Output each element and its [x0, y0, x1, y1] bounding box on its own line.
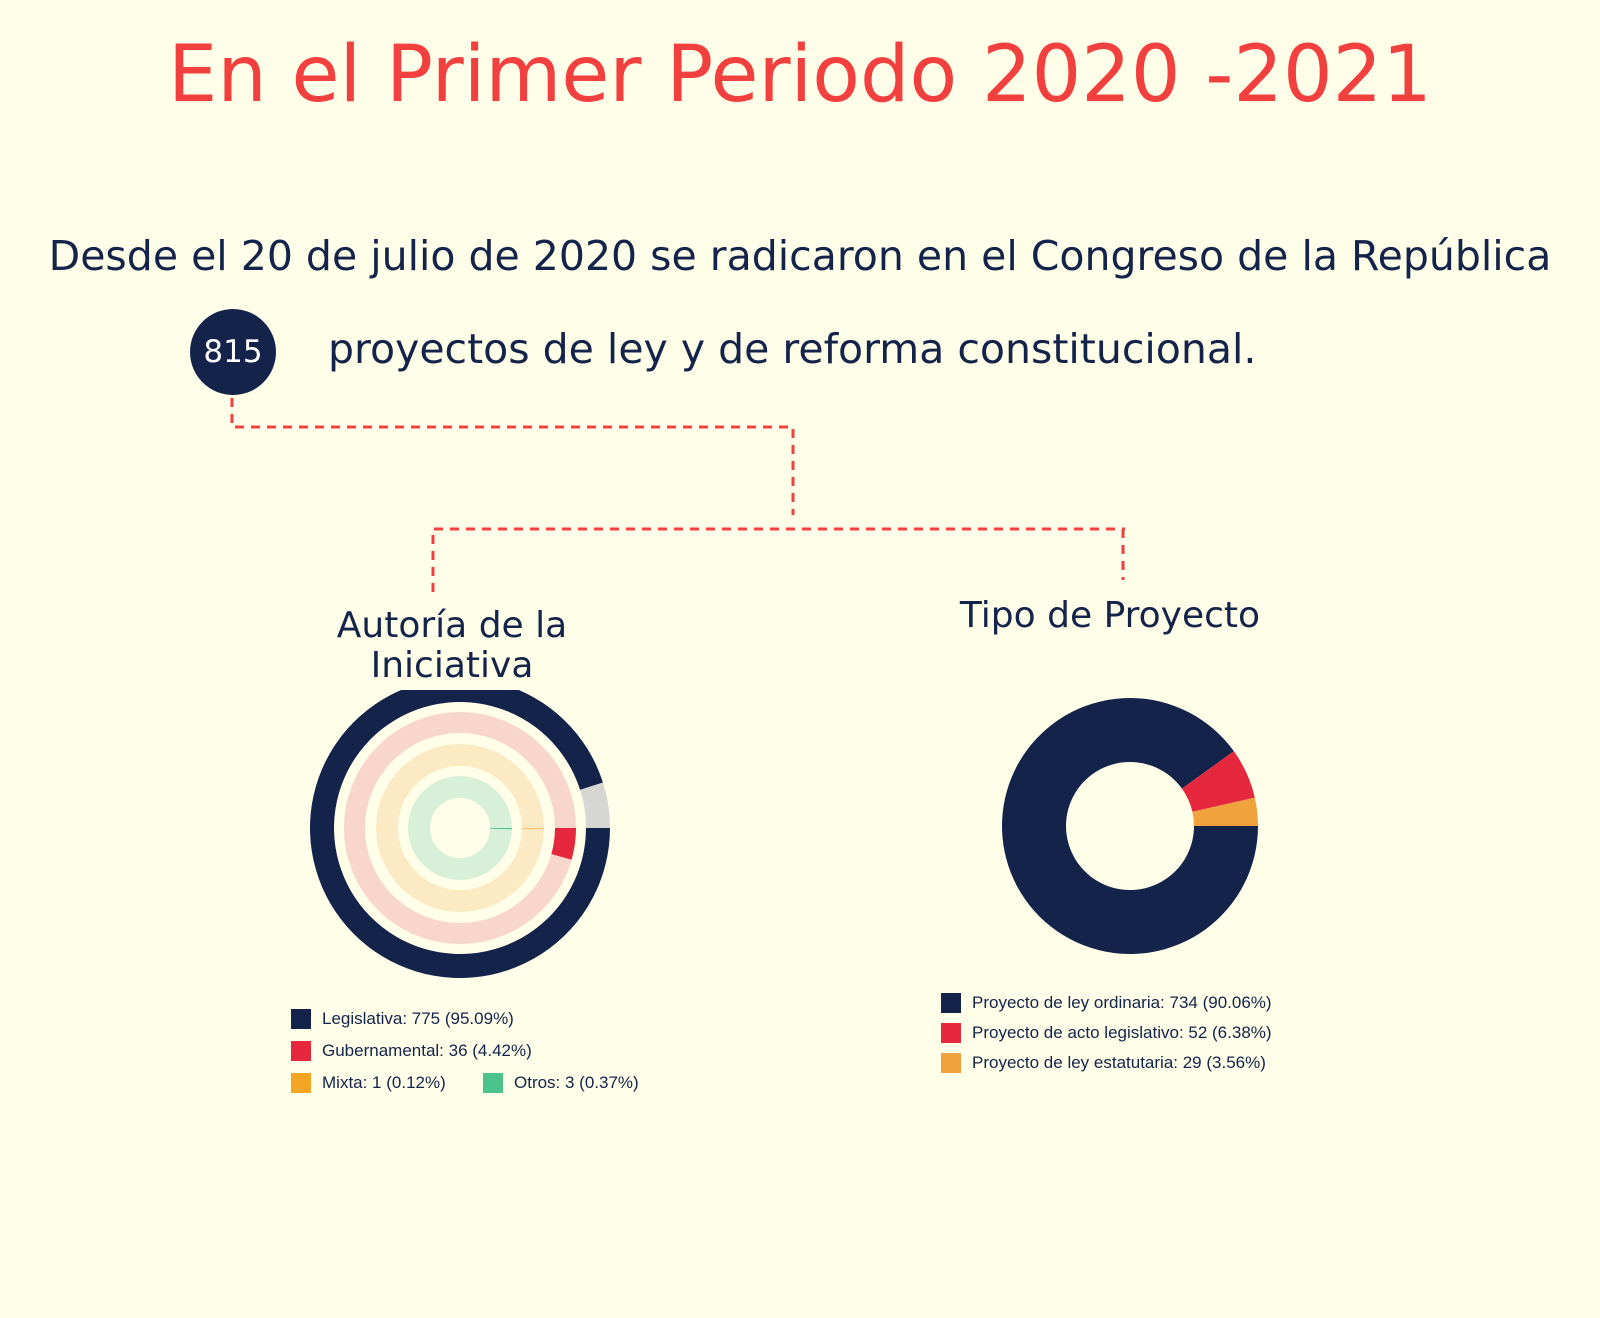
legend-swatch — [941, 1023, 961, 1043]
legend-label: Mixta: 1 (0.12%) — [322, 1073, 446, 1092]
tipo-donut-chart — [1002, 698, 1258, 954]
chart-title-tipo: Tipo de Proyecto — [959, 595, 1261, 636]
legend-item-gubernamental: Gubernamental: 36 (4.42%) — [291, 1041, 532, 1061]
connector-badge-to-hub — [230, 398, 795, 515]
ring-bar-mixta — [521, 828, 544, 829]
legend-swatch — [291, 1041, 311, 1061]
donut-slice-1 — [1002, 698, 1258, 954]
intro-text-continued: proyectos de ley y de reforma constituci… — [328, 325, 1257, 373]
ring-bar-otros — [489, 828, 512, 830]
connector-lines — [230, 398, 1125, 592]
legend-item-legislativa: Legislativa: 775 (95.09%) — [291, 1009, 514, 1029]
legend-item-ley-ordinaria: Proyecto de ley ordinaria: 734 (90.06%) — [941, 993, 1272, 1013]
legend-swatch — [291, 1009, 311, 1029]
legend-item-acto-legislativo: Proyecto de acto legislativo: 52 (6.38%) — [941, 1023, 1272, 1043]
ring-track-otros — [408, 776, 512, 880]
legend-label: Gubernamental: 36 (4.42%) — [322, 1041, 532, 1060]
donut-slice-3 — [1192, 797, 1258, 826]
legend-swatch — [941, 1053, 961, 1073]
autoria-radial-chart — [310, 690, 610, 978]
ring-bar-gubernamental — [551, 828, 576, 860]
total-count-badge: 815 — [190, 309, 276, 395]
legend-item-ley-estatutaria: Proyecto de ley estatutaria: 29 (3.56%) — [941, 1053, 1266, 1073]
page-title: En el Primer Periodo 2020 -2021 — [168, 30, 1432, 120]
legend-label: Proyecto de ley ordinaria: 734 (90.06%) — [972, 993, 1272, 1012]
donut-slice-2 — [1181, 751, 1255, 812]
connector-hub-to-left-chart — [431, 527, 1125, 592]
tipo-legend: Proyecto de ley ordinaria: 734 (90.06%) … — [941, 993, 1361, 1093]
legend-item-mixta: Mixta: 1 (0.12%) — [291, 1073, 446, 1093]
chart-title-line: Iniciativa — [370, 645, 534, 687]
legend-label: Proyecto de acto legislativo: 52 (6.38%) — [972, 1023, 1272, 1042]
legend-label: Otros: 3 (0.37%) — [514, 1073, 639, 1092]
legend-item-otros: Otros: 3 (0.37%) — [483, 1073, 639, 1093]
intro-text: Desde el 20 de julio de 2020 se radicaro… — [48, 232, 1552, 280]
chart-title-autoria: Autoría de la Iniciativa — [300, 605, 604, 687]
legend-swatch — [941, 993, 961, 1013]
autoria-legend: Legislativa: 775 (95.09%) Gubernamental:… — [291, 1009, 691, 1119]
legend-swatch — [291, 1073, 311, 1093]
legend-label: Legislativa: 775 (95.09%) — [322, 1009, 514, 1028]
legend-label: Proyecto de ley estatutaria: 29 (3.56%) — [972, 1053, 1266, 1072]
chart-title-line: Autoría de la — [336, 605, 568, 646]
legend-swatch — [483, 1073, 503, 1093]
